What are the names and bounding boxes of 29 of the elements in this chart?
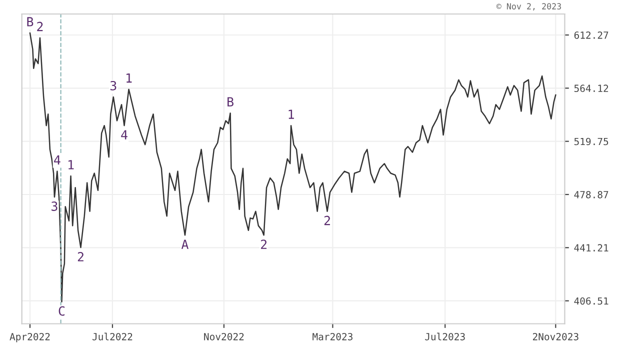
- y-tick-label: 519.75: [574, 138, 608, 146]
- annotation: B: [228, 97, 234, 106]
- y-tick-label: 612.27: [574, 32, 608, 39]
- x-tick-label: Jul2022: [92, 332, 132, 340]
- line-series: [29, 32, 556, 302]
- x-tick-label: Mar2023: [312, 333, 352, 340]
- y-tick-label: 406.51: [574, 297, 608, 305]
- annotation: 1: [126, 73, 132, 83]
- x-tick-label: Jul2023: [425, 332, 465, 340]
- x-tick-label: Apr2022: [10, 333, 50, 342]
- annotation: 4: [54, 155, 60, 165]
- y-tick-label: 478.87: [574, 191, 608, 198]
- annotation: 2: [324, 216, 330, 226]
- y-tick-label: 441.21: [574, 244, 608, 252]
- annotation: 1: [288, 110, 294, 119]
- y-tick-label: 564.12: [574, 84, 608, 92]
- annotation: B: [27, 17, 34, 26]
- annotation: 4: [121, 130, 128, 140]
- annotation: 3: [110, 80, 116, 90]
- annotation: 2: [260, 240, 267, 249]
- annotation: 2: [78, 252, 84, 262]
- annotation: 1: [68, 160, 74, 170]
- annotation: 3: [52, 201, 58, 211]
- annotation: C: [58, 306, 65, 316]
- x-tick-label: 2Nov2023: [532, 333, 578, 340]
- text: © Nov 2, 2023: [496, 3, 561, 10]
- x-tick-label: Nov2022: [204, 333, 244, 340]
- annotation: A: [181, 240, 189, 249]
- annotation: 2: [37, 22, 43, 32]
